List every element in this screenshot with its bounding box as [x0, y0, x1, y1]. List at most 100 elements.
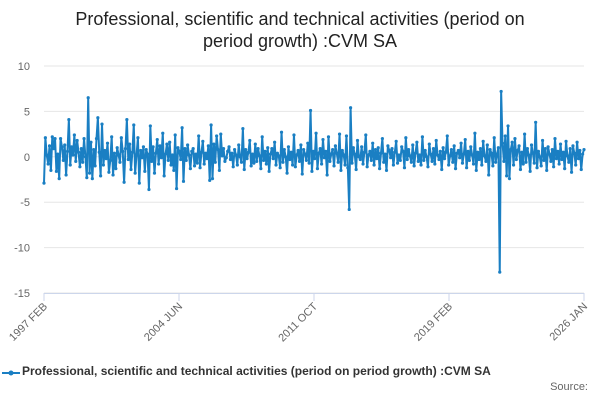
- data-point[interactable]: [558, 142, 563, 146]
- data-point[interactable]: [545, 168, 549, 173]
- data-point[interactable]: [209, 123, 213, 127]
- data-point[interactable]: [268, 152, 273, 156]
- data-point[interactable]: [72, 133, 76, 137]
- data-point[interactable]: [514, 157, 518, 162]
- data-point[interactable]: [532, 161, 536, 165]
- data-point[interactable]: [311, 149, 315, 153]
- data-point[interactable]: [413, 151, 418, 155]
- data-point[interactable]: [275, 151, 279, 155]
- data-point[interactable]: [100, 122, 104, 126]
- data-point[interactable]: [267, 169, 271, 173]
- data-point[interactable]: [235, 163, 239, 167]
- data-point[interactable]: [188, 167, 192, 171]
- data-point[interactable]: [194, 152, 198, 156]
- data-point[interactable]: [216, 147, 220, 152]
- data-point[interactable]: [253, 142, 257, 146]
- data-point[interactable]: [481, 139, 485, 143]
- data-point[interactable]: [524, 160, 528, 164]
- data-point[interactable]: [400, 145, 404, 149]
- data-point[interactable]: [325, 173, 329, 177]
- data-point[interactable]: [81, 160, 85, 164]
- data-point[interactable]: [498, 270, 502, 274]
- data-point[interactable]: [474, 168, 478, 173]
- data-point[interactable]: [230, 151, 234, 155]
- data-point[interactable]: [397, 153, 401, 157]
- data-point[interactable]: [436, 153, 440, 157]
- data-point[interactable]: [263, 149, 267, 153]
- data-point[interactable]: [453, 167, 458, 171]
- data-point[interactable]: [505, 174, 509, 178]
- data-point[interactable]: [339, 168, 343, 173]
- data-point[interactable]: [163, 152, 168, 156]
- data-point[interactable]: [68, 163, 72, 167]
- data-point[interactable]: [572, 151, 576, 155]
- data-point[interactable]: [390, 147, 394, 151]
- data-point[interactable]: [89, 140, 93, 144]
- data-point[interactable]: [307, 161, 311, 165]
- data-point[interactable]: [342, 153, 346, 157]
- data-point[interactable]: [145, 152, 150, 156]
- data-point[interactable]: [168, 140, 172, 144]
- data-point[interactable]: [575, 140, 579, 144]
- data-point[interactable]: [528, 169, 532, 173]
- data-point[interactable]: [157, 162, 161, 166]
- data-point[interactable]: [114, 167, 118, 171]
- data-point[interactable]: [513, 137, 517, 141]
- data-point[interactable]: [97, 150, 101, 154]
- data-point[interactable]: [451, 160, 455, 164]
- data-point[interactable]: [500, 141, 505, 145]
- data-point[interactable]: [252, 161, 256, 165]
- data-point[interactable]: [304, 158, 308, 163]
- data-point[interactable]: [540, 138, 545, 143]
- data-point[interactable]: [86, 96, 90, 100]
- data-point[interactable]: [466, 149, 470, 153]
- data-point[interactable]: [105, 141, 110, 145]
- data-point[interactable]: [295, 153, 299, 157]
- data-point[interactable]: [499, 89, 503, 94]
- data-point[interactable]: [516, 148, 520, 153]
- data-point[interactable]: [378, 167, 382, 171]
- data-point[interactable]: [491, 164, 495, 168]
- data-point[interactable]: [226, 149, 230, 153]
- data-point[interactable]: [257, 154, 262, 158]
- data-point[interactable]: [456, 148, 460, 153]
- data-point[interactable]: [452, 144, 456, 148]
- data-point[interactable]: [264, 162, 268, 166]
- data-point[interactable]: [420, 135, 425, 139]
- data-point[interactable]: [129, 167, 133, 172]
- data-point[interactable]: [557, 162, 561, 166]
- data-point[interactable]: [147, 187, 151, 192]
- data-point[interactable]: [449, 147, 454, 152]
- data-point[interactable]: [87, 171, 92, 175]
- data-point[interactable]: [308, 108, 313, 113]
- data-point[interactable]: [375, 157, 379, 161]
- data-point[interactable]: [119, 136, 123, 140]
- data-point[interactable]: [433, 162, 437, 166]
- data-point[interactable]: [470, 153, 474, 157]
- data-point[interactable]: [296, 148, 300, 153]
- data-point[interactable]: [362, 150, 367, 154]
- data-point[interactable]: [471, 162, 476, 166]
- data-point[interactable]: [270, 147, 274, 151]
- data-point[interactable]: [437, 157, 441, 162]
- data-point[interactable]: [199, 150, 204, 154]
- data-point[interactable]: [582, 147, 586, 152]
- data-point[interactable]: [60, 145, 64, 149]
- data-point[interactable]: [340, 148, 344, 153]
- data-point[interactable]: [104, 157, 108, 161]
- data-point[interactable]: [565, 154, 570, 158]
- data-point[interactable]: [94, 137, 99, 141]
- data-point[interactable]: [318, 147, 322, 151]
- data-point[interactable]: [180, 126, 184, 130]
- data-point[interactable]: [492, 136, 496, 140]
- data-point[interactable]: [442, 157, 447, 161]
- data-point[interactable]: [277, 154, 281, 158]
- data-point[interactable]: [407, 147, 411, 152]
- data-point[interactable]: [531, 151, 535, 155]
- data-point[interactable]: [293, 165, 297, 169]
- data-point[interactable]: [74, 159, 78, 163]
- data-point[interactable]: [290, 163, 295, 167]
- data-point[interactable]: [208, 178, 212, 183]
- data-point[interactable]: [137, 181, 141, 185]
- data-point[interactable]: [300, 172, 304, 176]
